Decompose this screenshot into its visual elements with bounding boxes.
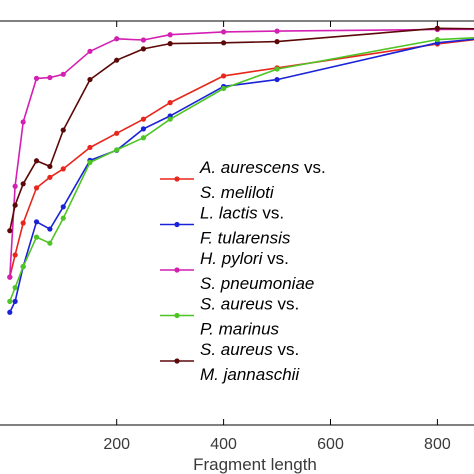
data-point	[12, 202, 18, 208]
data-point	[140, 37, 147, 43]
data-point	[60, 166, 66, 172]
legend-label-line1: H. pylori vs.	[200, 249, 289, 268]
data-point	[7, 274, 13, 280]
legend-label-line1: L. lactis vs.	[200, 204, 284, 223]
legend-vs: vs.	[262, 249, 288, 268]
series-layer	[7, 25, 474, 315]
data-point	[87, 48, 93, 54]
legend-swatch-marker	[174, 312, 180, 319]
data-point	[47, 163, 53, 170]
legend-vs: vs.	[299, 158, 325, 177]
data-point	[12, 298, 18, 304]
data-point	[140, 46, 147, 52]
data-point	[47, 240, 53, 246]
data-point	[7, 298, 13, 304]
series-line	[9, 27, 474, 231]
data-point	[7, 309, 13, 315]
legend-vs: vs.	[273, 295, 299, 314]
x-tick-label: 200	[103, 436, 130, 453]
data-point	[87, 76, 93, 83]
legend-swatch-marker	[174, 221, 180, 228]
data-point	[87, 144, 93, 151]
data-point	[167, 32, 173, 38]
legend-swatch-marker	[174, 358, 180, 364]
legend-label-line2: S. pneumoniae	[200, 274, 314, 293]
data-point	[114, 147, 120, 153]
data-point	[60, 71, 66, 77]
series-line	[9, 36, 474, 302]
data-point	[7, 228, 13, 234]
legend-label-line2: P. marinus	[200, 320, 280, 339]
data-point	[221, 29, 227, 35]
legend-label-line2: F. tularensis	[200, 229, 291, 248]
data-point	[87, 159, 93, 165]
data-point	[20, 181, 26, 187]
plot-area	[0, 20, 474, 426]
data-point	[33, 75, 40, 81]
legend-species-1: S. aureus	[200, 340, 273, 359]
data-point	[221, 40, 227, 46]
legend-swatch-marker	[174, 176, 180, 182]
data-point	[114, 36, 120, 42]
data-point	[12, 285, 18, 291]
data-point	[114, 57, 120, 63]
data-point	[167, 100, 173, 106]
series-line	[9, 38, 474, 278]
data-point	[114, 130, 120, 136]
x-axis-label: Fragment length	[193, 455, 317, 474]
data-point	[167, 116, 173, 122]
legend-species-1: S. aureus	[200, 295, 273, 314]
legend-label-line1: S. aureus vs.	[200, 295, 299, 314]
data-point	[434, 36, 440, 43]
data-point	[274, 66, 280, 72]
data-point	[20, 264, 26, 270]
legend-species-1: A. aurescens	[199, 158, 300, 177]
data-point	[140, 126, 147, 132]
data-point	[60, 204, 66, 210]
legend-label-line1: A. aurescens vs.	[199, 158, 326, 177]
data-point	[221, 85, 227, 92]
data-point	[60, 127, 66, 133]
data-point	[274, 28, 280, 34]
data-point	[434, 25, 440, 31]
x-tick-label: 400	[210, 436, 237, 453]
data-point	[140, 116, 147, 122]
data-point	[33, 219, 40, 225]
data-point	[20, 119, 26, 125]
legend-species-1: L. lactis	[200, 204, 258, 223]
x-tick-label: 600	[317, 436, 344, 453]
legend-vs: vs.	[258, 204, 284, 223]
data-point	[33, 158, 40, 164]
x-ticks: 200 400 600 800	[103, 21, 451, 453]
data-point	[33, 185, 40, 191]
legend-swatch-marker	[174, 267, 180, 273]
data-point	[274, 39, 280, 45]
data-point	[47, 174, 53, 180]
data-point	[167, 41, 173, 47]
legend-species-1: H. pylori	[200, 249, 264, 268]
data-point	[47, 74, 53, 81]
data-point	[47, 226, 53, 232]
data-point	[221, 73, 227, 79]
data-point	[140, 135, 147, 141]
legend-label-line1: S. aureus vs.	[200, 340, 299, 359]
series-5	[7, 25, 474, 234]
series-line	[9, 28, 474, 278]
data-point	[274, 76, 280, 83]
legend-label-line2: S. meliloti	[200, 183, 275, 202]
data-point	[60, 215, 66, 221]
legend-label-line2: M. jannaschii	[200, 365, 300, 384]
legend: A. aurescens vs. S. meliloti L. lactis vs.…	[160, 158, 326, 384]
data-point	[20, 220, 26, 226]
data-point	[33, 234, 40, 240]
legend-vs: vs.	[273, 340, 299, 359]
data-point	[12, 252, 18, 258]
x-tick-label: 800	[424, 436, 451, 453]
data-point	[12, 183, 18, 189]
series-4	[7, 36, 474, 304]
